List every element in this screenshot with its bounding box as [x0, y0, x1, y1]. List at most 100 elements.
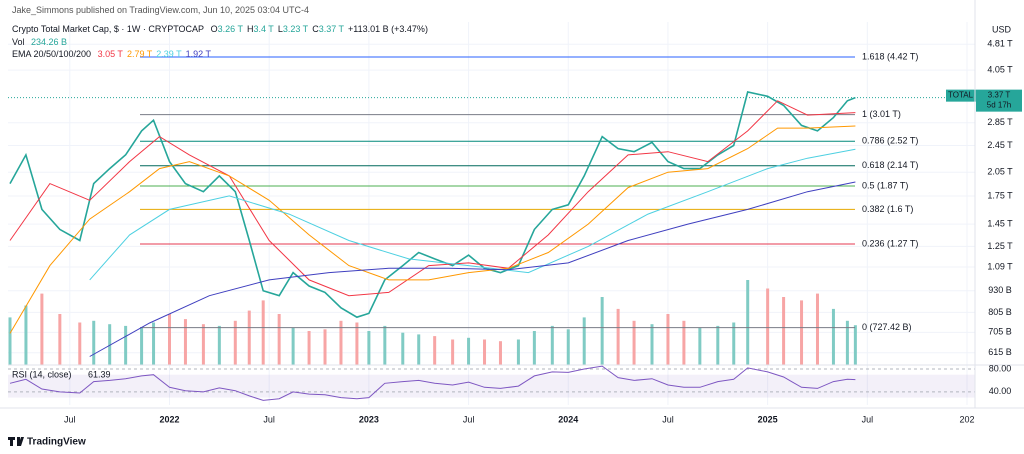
brand: TradingView [27, 437, 86, 448]
volume-bar [600, 297, 604, 365]
volume-label: Vol [12, 37, 25, 47]
volume-bar [247, 310, 251, 365]
volume-bar [433, 336, 437, 365]
volume-bar [291, 327, 295, 365]
volume-bar [716, 325, 720, 365]
y-tick-label: 2.85 T [987, 117, 1013, 127]
volume-bar [550, 325, 554, 365]
volume-bar [467, 337, 471, 365]
volume-bar [339, 320, 343, 365]
volume-bar [800, 300, 804, 365]
title: Crypto Total Market Cap, $ · 1W · CRYPTO… [12, 24, 205, 34]
fib-label: 0.382 (1.6 T) [862, 204, 913, 214]
ohlc-item: 3.4 T [253, 24, 274, 34]
rsi-label: RSI (14, close) [12, 369, 72, 379]
y-tick-label: 930 B [988, 285, 1012, 295]
volume-bar [698, 327, 702, 365]
volume-bar [732, 322, 736, 365]
volume-bar [383, 325, 387, 365]
ohlc-item: L [277, 24, 283, 34]
fib-label: 0.236 (1.27 T) [862, 238, 918, 248]
ohlc-item: +113.01 B (+3.47%) [348, 24, 428, 34]
x-tick-label: Jul [662, 414, 674, 424]
volume-bar [124, 325, 128, 365]
ema-line [9, 100, 856, 297]
volume-bar [367, 331, 371, 365]
fib-label: 0.618 (2.14 T) [862, 160, 918, 170]
ohlc-item: 3.37 T [318, 24, 345, 34]
fib-label: 1 (3.01 T) [862, 109, 901, 119]
title-row: Crypto Total Market Cap, $ · 1W · CRYPTO… [12, 24, 432, 34]
ema-value: 2.79 T [126, 49, 153, 59]
volume-bar [323, 329, 327, 365]
brand-logo [8, 437, 24, 446]
x-tick-label: Jul [263, 414, 275, 424]
volume-bar [483, 339, 487, 365]
ohlc-item: 3.23 T [282, 24, 309, 34]
ema-line [89, 148, 856, 281]
x-tick-label: Jul [463, 414, 475, 424]
volume-bar [632, 320, 636, 365]
y-tick-label: 2.45 T [987, 140, 1013, 150]
volume-bar [201, 324, 205, 365]
x-tick-label: 2024 [558, 414, 578, 424]
volume-bar [8, 317, 12, 365]
volume-bar [766, 288, 770, 365]
volume-bar [451, 339, 455, 365]
rsi-line [9, 365, 856, 401]
ema-row: EMA 20/50/100/200 3.05 T 2.79 T 2.39 T 1.92… [12, 49, 219, 59]
volume-bar [815, 293, 819, 365]
volume-bar [666, 314, 670, 365]
rsi-value: 61.39 [88, 369, 111, 379]
y-tick-label: 1.75 T [987, 190, 1013, 200]
price-tag [946, 89, 976, 102]
volume-bar [92, 320, 96, 365]
volume-bar [355, 322, 359, 365]
volume-bar [616, 308, 620, 365]
fib-label: 0 (727.42 B) [862, 322, 912, 332]
x-tick-label: 2023 [359, 414, 379, 424]
y-tick-label: 615 B [988, 347, 1012, 357]
publisher: Jake_Simmons published on TradingView.co… [12, 5, 310, 15]
price-tag-name: TOTAL [948, 91, 974, 100]
volume-row: Vol 234.26 B [12, 37, 71, 47]
volume-bar [307, 331, 311, 365]
volume-bar [24, 305, 28, 365]
volume-bar [682, 320, 686, 365]
ohlc-item: O [210, 24, 218, 34]
volume-bar [782, 297, 786, 365]
x-tick-label: 2025 [758, 414, 778, 424]
ema-line [89, 181, 856, 357]
ema-line [9, 125, 856, 334]
volume-bar [853, 325, 857, 365]
ema-values: 3.05 T 2.79 T 2.39 T 1.92 T [98, 49, 215, 59]
fib-label: 0.786 (2.52 T) [862, 136, 918, 146]
rsi-tick-label: 80.00 [989, 363, 1012, 373]
y-tick-label: 2.05 T [987, 167, 1013, 177]
x-tick-label: 202 [960, 414, 975, 424]
y-tick-label: 705 B [988, 327, 1012, 337]
x-tick-label: Jul [64, 414, 76, 424]
y-tick-label: 1.09 T [987, 261, 1013, 271]
x-tick-label: 2022 [159, 414, 179, 424]
ema-value: 1.92 T [185, 49, 212, 59]
volume-bar [261, 300, 265, 365]
ema-label: EMA 20/50/100/200 [12, 49, 92, 59]
volume-bar [650, 324, 654, 365]
volume-bar [152, 322, 156, 365]
fib-label: 1.618 (4.42 T) [862, 51, 918, 61]
y-tick-label: 805 B [988, 307, 1012, 317]
volume-bar [831, 308, 835, 365]
volume-bar [746, 280, 750, 365]
fib-label: 0.5 (1.87 T) [862, 180, 908, 190]
volume-bar [582, 317, 586, 365]
y-tick-label: 1.25 T [987, 241, 1013, 251]
volume-bar [417, 334, 421, 365]
volume-bar [78, 322, 82, 365]
volume-value: 234.26 B [31, 37, 68, 47]
volume-bar [498, 341, 502, 365]
volume-bar [108, 324, 112, 365]
volume-bar [183, 319, 187, 365]
